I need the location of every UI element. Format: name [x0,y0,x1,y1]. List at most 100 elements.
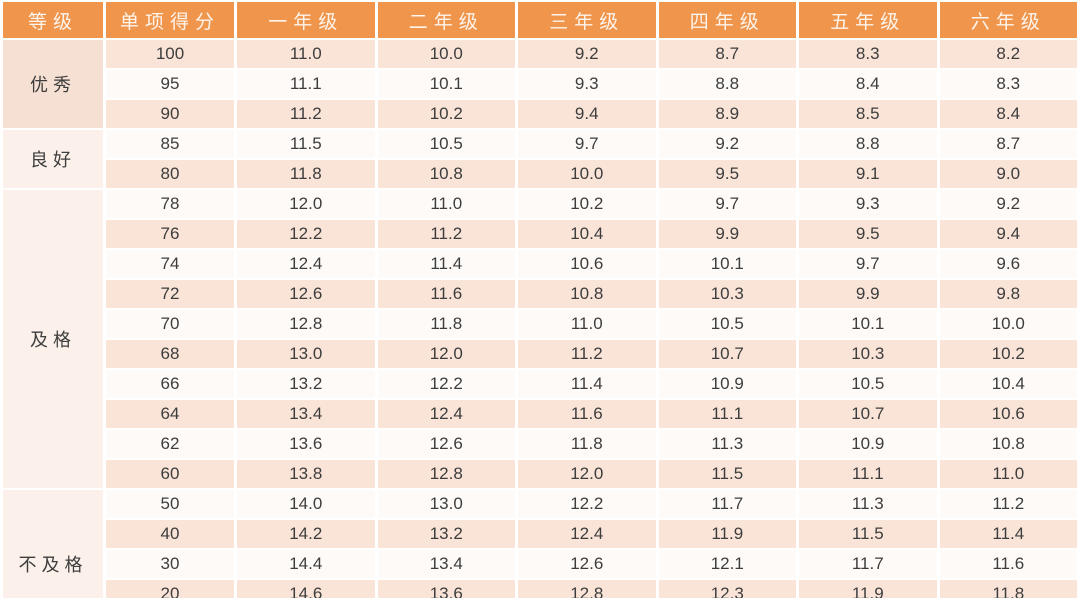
time-value-cell: 9.5 [658,160,796,188]
table-row: 66 13.2 12.2 11.4 10.9 10.5 10.4 [3,370,1077,398]
table-row: 不及格 50 14.0 13.0 12.2 11.7 11.3 11.2 [3,490,1077,598]
time-value-cell: 8.3 [939,70,1077,98]
table-row: 及格 78 12.0 11.0 10.2 9.7 9.3 9.2 [3,190,1077,488]
time-value-cell: 9.4 [518,100,656,128]
time-value-cell: 12.6 [237,280,375,308]
time-value-cell: 10.3 [658,280,796,308]
table-row: 64 13.4 12.4 11.6 11.1 10.7 10.6 [3,400,1077,428]
table-row: 72 12.6 11.6 10.8 10.3 9.9 9.8 [3,280,1077,308]
time-value-cell: 11.6 [518,400,656,428]
grade-level-cell: 不及格 [3,490,103,598]
time-value-cell: 13.4 [377,550,515,578]
time-value-cell: 11.4 [939,520,1077,548]
time-value-cell: 10.7 [658,340,796,368]
column-header-1: 单项得分 [106,2,234,38]
time-value-cell: 11.0 [237,40,375,68]
time-value-cell: 11.1 [658,400,796,428]
time-value-cell: 11.7 [658,490,796,518]
time-value-cell: 10.8 [377,160,515,188]
score-cell: 64 [106,400,234,428]
time-value-cell: 12.4 [518,520,656,548]
score-cell: 60 [106,460,234,488]
time-value-cell: 11.6 [939,550,1077,578]
table-row: 优秀 100 11.0 10.0 9.2 8.7 8.3 8.2 [3,40,1077,128]
time-value-cell: 10.6 [518,250,656,278]
time-value-cell: 13.8 [237,460,375,488]
score-cell: 80 [106,160,234,188]
time-value-cell: 10.1 [799,310,937,338]
grade-level-cell: 优秀 [3,40,103,128]
time-value-cell: 11.8 [377,310,515,338]
time-value-cell: 10.0 [939,310,1077,338]
time-value-cell: 10.2 [939,340,1077,368]
time-value-cell: 10.0 [518,160,656,188]
time-value-cell: 10.7 [799,400,937,428]
time-value-cell: 9.4 [939,220,1077,248]
table-row: 30 14.4 13.4 12.6 12.1 11.7 11.6 [3,550,1077,578]
score-cell: 85 [106,130,234,158]
time-value-cell: 8.7 [658,40,796,68]
score-cell: 72 [106,280,234,308]
time-value-cell: 12.0 [377,340,515,368]
time-value-cell: 10.6 [939,400,1077,428]
time-value-cell: 11.2 [377,220,515,248]
header-row: 等级 单项得分 一年级 二年级 三年级 四年级 五年级 六年级 [3,2,1077,38]
time-value-cell: 13.6 [237,430,375,458]
time-value-cell: 10.8 [939,430,1077,458]
time-value-cell: 10.5 [799,370,937,398]
time-value-cell: 10.5 [658,310,796,338]
time-value-cell: 12.0 [237,190,375,218]
time-value-cell: 12.1 [658,550,796,578]
score-cell: 68 [106,340,234,368]
time-value-cell: 10.9 [658,370,796,398]
score-cell: 90 [106,100,234,128]
table-row: 80 11.8 10.8 10.0 9.5 9.1 9.0 [3,160,1077,188]
time-value-cell: 9.1 [799,160,937,188]
time-value-cell: 9.0 [939,160,1077,188]
time-value-cell: 11.0 [377,190,515,218]
score-cell: 50 [106,490,234,518]
table-row: 76 12.2 11.2 10.4 9.9 9.5 9.4 [3,220,1077,248]
time-value-cell: 9.2 [939,190,1077,218]
time-value-cell: 14.6 [237,580,375,598]
time-value-cell: 10.0 [377,40,515,68]
time-value-cell: 10.5 [377,130,515,158]
time-value-cell: 14.0 [237,490,375,518]
score-cell: 40 [106,520,234,548]
time-value-cell: 11.8 [518,430,656,458]
score-cell: 95 [106,70,234,98]
time-value-cell: 11.0 [518,310,656,338]
table-row: 68 13.0 12.0 11.2 10.7 10.3 10.2 [3,340,1077,368]
time-value-cell: 11.7 [799,550,937,578]
column-header-6: 五年级 [799,2,937,38]
time-value-cell: 11.0 [939,460,1077,488]
time-value-cell: 13.0 [377,490,515,518]
column-header-3: 二年级 [377,2,515,38]
time-value-cell: 11.2 [237,100,375,128]
time-value-cell: 13.6 [377,580,515,598]
score-cell: 70 [106,310,234,338]
score-cell: 100 [106,40,234,68]
table-row: 62 13.6 12.6 11.8 11.3 10.9 10.8 [3,430,1077,458]
table-row: 90 11.2 10.2 9.4 8.9 8.5 8.4 [3,100,1077,128]
time-value-cell: 12.0 [518,460,656,488]
time-value-cell: 10.1 [658,250,796,278]
table-row: 60 13.8 12.8 12.0 11.5 11.1 11.0 [3,460,1077,488]
time-value-cell: 12.4 [377,400,515,428]
time-value-cell: 11.3 [799,490,937,518]
time-value-cell: 11.9 [799,580,937,598]
time-value-cell: 9.7 [799,250,937,278]
time-value-cell: 9.8 [939,280,1077,308]
time-value-cell: 12.2 [518,490,656,518]
time-value-cell: 8.8 [658,70,796,98]
time-value-cell: 11.8 [939,580,1077,598]
score-cell: 62 [106,430,234,458]
score-cell: 78 [106,190,234,218]
time-value-cell: 8.9 [658,100,796,128]
time-value-cell: 10.4 [939,370,1077,398]
score-cell: 76 [106,220,234,248]
time-value-cell: 14.4 [237,550,375,578]
time-value-cell: 13.2 [377,520,515,548]
time-value-cell: 9.7 [658,190,796,218]
time-value-cell: 8.8 [799,130,937,158]
